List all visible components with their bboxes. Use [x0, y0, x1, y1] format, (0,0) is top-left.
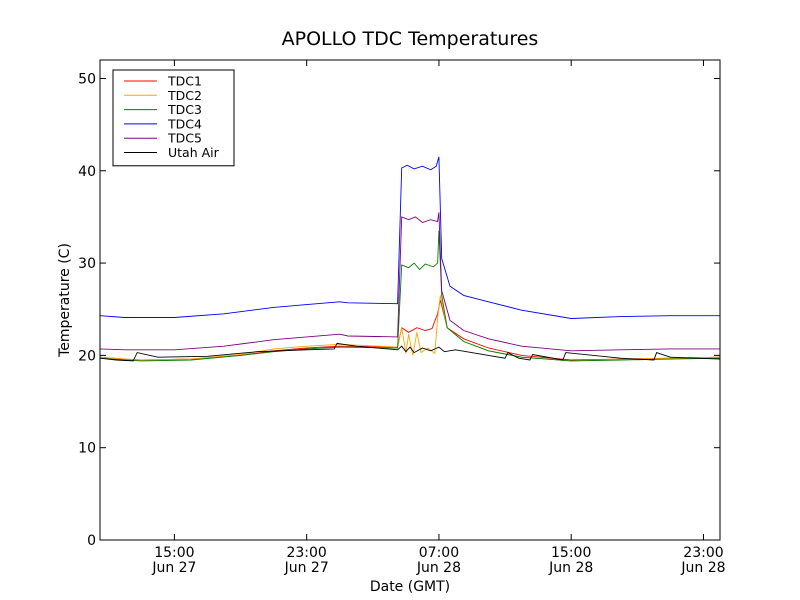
series-line-4	[99, 156, 720, 319]
y-axis-label: Temperature (C)	[57, 243, 73, 358]
x-tick-date-label: Jun 28	[416, 560, 461, 576]
legend-label: TDC4	[167, 116, 202, 131]
series-line-6	[99, 342, 721, 362]
x-tick-date-label: Jun 28	[680, 560, 725, 576]
y-tick-label: 40	[78, 164, 96, 180]
legend-box	[112, 69, 235, 167]
series-line-5	[99, 212, 720, 352]
series-layer	[99, 156, 721, 362]
x-tick-time-label: 07:00	[419, 545, 459, 561]
chart-title: APOLLO TDC Temperatures	[282, 28, 539, 50]
x-axis-label: Date (GMT)	[370, 579, 450, 595]
x-tick-date-label: Jun 28	[548, 560, 593, 576]
y-axis: 0 10 20 30 40 50	[78, 71, 720, 549]
y-tick-label: 30	[78, 256, 96, 272]
series-line-3	[99, 230, 721, 362]
x-tick-time-label: 23:00	[286, 545, 326, 561]
y-tick-label: 20	[78, 348, 96, 364]
x-tick-time-label: 15:00	[551, 545, 591, 561]
x-tick-date-label: Jun 27	[151, 560, 196, 576]
legend-label: TDC2	[167, 88, 202, 103]
y-tick-label: 10	[78, 441, 96, 457]
y-tick-label: 0	[87, 533, 96, 549]
legend-label: TDC1	[167, 74, 202, 89]
x-tick-time-label: 23:00	[683, 545, 723, 561]
legend-label: Utah Air	[168, 145, 220, 160]
x-tick-time-label: 15:00	[154, 545, 194, 561]
y-tick-label: 50	[78, 71, 96, 87]
plot-frame	[99, 59, 721, 541]
x-tick-date-label: Jun 27	[284, 560, 329, 576]
legend-label: TDC3	[167, 102, 202, 117]
legend-label: TDC5	[167, 131, 202, 146]
